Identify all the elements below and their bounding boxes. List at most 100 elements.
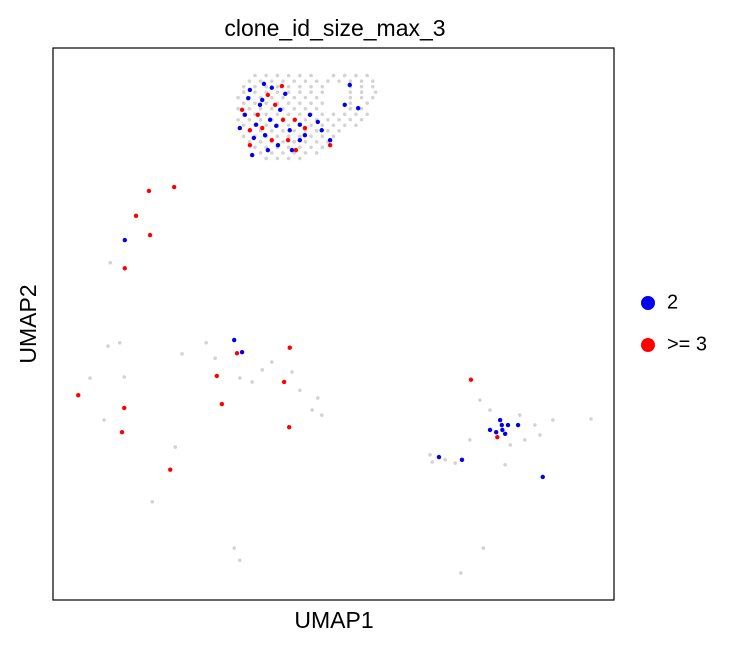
point (247, 142, 253, 148)
point (281, 95, 285, 100)
point (303, 95, 308, 100)
point (264, 84, 268, 89)
point (258, 117, 263, 122)
point (122, 266, 128, 271)
point (241, 84, 246, 89)
point (253, 122, 259, 127)
point (286, 84, 291, 89)
point (523, 438, 527, 442)
point (348, 106, 353, 111)
point (505, 422, 511, 428)
point (342, 73, 347, 78)
point (150, 499, 155, 504)
point (275, 90, 280, 94)
point (533, 423, 537, 427)
point (314, 79, 319, 83)
point (258, 106, 263, 111)
point (347, 82, 352, 88)
point (540, 474, 545, 480)
point (264, 73, 268, 78)
point (253, 101, 257, 105)
point (314, 95, 319, 100)
point (337, 129, 341, 133)
point (247, 79, 252, 83)
point (292, 95, 297, 100)
point (275, 84, 280, 89)
point (359, 84, 364, 89)
point (286, 73, 291, 78)
point (297, 137, 303, 143)
point (239, 107, 245, 113)
point (292, 117, 297, 122)
point (342, 123, 347, 128)
legend-label: >= 3 (667, 333, 707, 355)
y-axis-label: UMAP2 (15, 284, 41, 363)
point (348, 117, 353, 122)
point (269, 106, 274, 111)
point (258, 140, 263, 144)
point (133, 213, 139, 219)
point (262, 133, 268, 138)
point (314, 140, 319, 144)
point (274, 123, 279, 129)
point (269, 129, 274, 133)
point (359, 106, 364, 111)
plot-area (76, 73, 593, 575)
point (292, 140, 297, 144)
point (359, 117, 364, 122)
point (214, 373, 220, 379)
point (287, 128, 292, 133)
point (493, 429, 499, 435)
point (122, 237, 128, 243)
point (309, 73, 313, 78)
point (478, 398, 482, 402)
point (289, 147, 295, 153)
point (265, 147, 271, 153)
point (219, 401, 225, 407)
point (309, 90, 313, 94)
point (303, 106, 308, 111)
point (253, 73, 257, 78)
point (241, 90, 246, 94)
point (315, 396, 320, 400)
point (275, 156, 280, 161)
point (286, 90, 291, 94)
point (269, 85, 274, 90)
point (365, 112, 369, 117)
point (119, 429, 125, 435)
point (370, 84, 375, 89)
point (258, 79, 263, 83)
point (264, 156, 268, 161)
point (320, 101, 325, 105)
point (365, 101, 369, 105)
point (538, 433, 542, 437)
point (303, 151, 308, 155)
point (275, 112, 280, 117)
point (359, 95, 364, 100)
point (258, 151, 263, 155)
point (272, 102, 278, 108)
point (264, 101, 268, 105)
point (302, 133, 308, 138)
point (257, 102, 263, 108)
point (348, 95, 353, 100)
point (232, 546, 237, 550)
point (236, 117, 240, 122)
point (297, 122, 303, 127)
point (292, 79, 297, 83)
point (269, 360, 274, 364)
x-axis-label: UMAP1 (294, 607, 373, 633)
point (269, 151, 274, 155)
point (241, 101, 246, 105)
point (264, 123, 268, 128)
point (468, 438, 472, 442)
point (354, 73, 358, 78)
chart-title: clone_id_size_max_3 (224, 15, 445, 41)
point (303, 117, 308, 122)
point (320, 112, 325, 117)
point (298, 156, 302, 161)
point (302, 125, 308, 131)
point (260, 125, 265, 131)
point (285, 137, 291, 143)
point (354, 112, 358, 117)
